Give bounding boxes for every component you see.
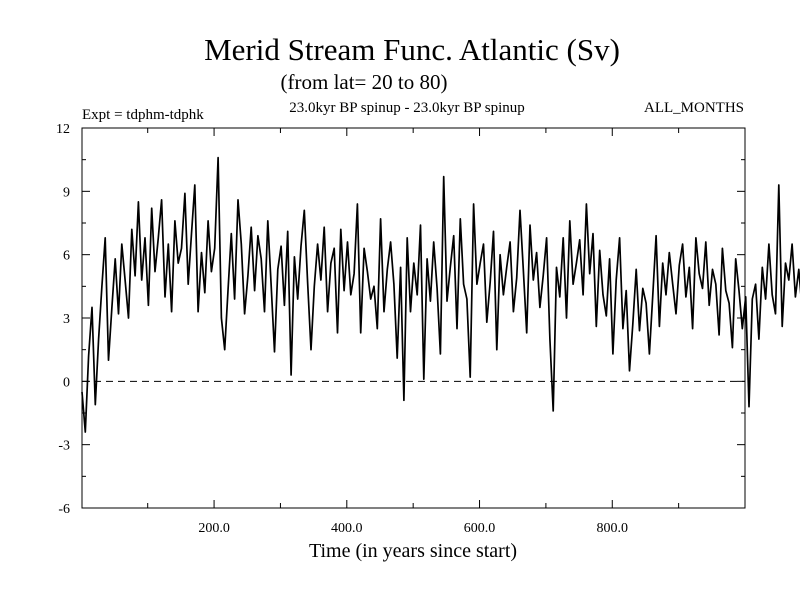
series-line <box>81 156 800 433</box>
y-tick-label: 0 <box>63 375 70 390</box>
y-tick-label: 6 <box>63 249 70 264</box>
x-axis: 200.0 400.0 600.0 800.0 <box>147 128 680 536</box>
chart-title: Merid Stream Func. Atlantic (Sv) <box>204 32 620 67</box>
x-tick-label: 600.0 <box>464 521 496 536</box>
experiment-label: Expt = tdphm-tdphk <box>82 107 204 123</box>
months-label: ALL_MONTHS <box>644 100 744 116</box>
plot-area: -6 -3 0 3 6 9 12 200.0 400.0 600.0 800.0 <box>56 122 800 536</box>
x-tick-label: 400.0 <box>331 521 363 536</box>
y-tick-label: -6 <box>58 502 70 517</box>
y-tick-label: 12 <box>56 122 70 137</box>
y-tick-label: 9 <box>63 185 70 200</box>
x-tick-label: 200.0 <box>198 521 230 536</box>
x-axis-label: Time (in years since start) <box>309 540 517 562</box>
chart-subtitle: (from lat= 20 to 80) <box>281 70 448 94</box>
x-tick-label: 800.0 <box>597 521 629 536</box>
run-description: 23.0kyr BP spinup - 23.0kyr BP spinup <box>289 100 525 116</box>
plot-frame <box>81 127 746 509</box>
y-tick-label: -3 <box>58 439 70 454</box>
y-tick-label: 3 <box>63 312 70 327</box>
y-axis: -6 -3 0 3 6 9 12 <box>56 122 745 517</box>
